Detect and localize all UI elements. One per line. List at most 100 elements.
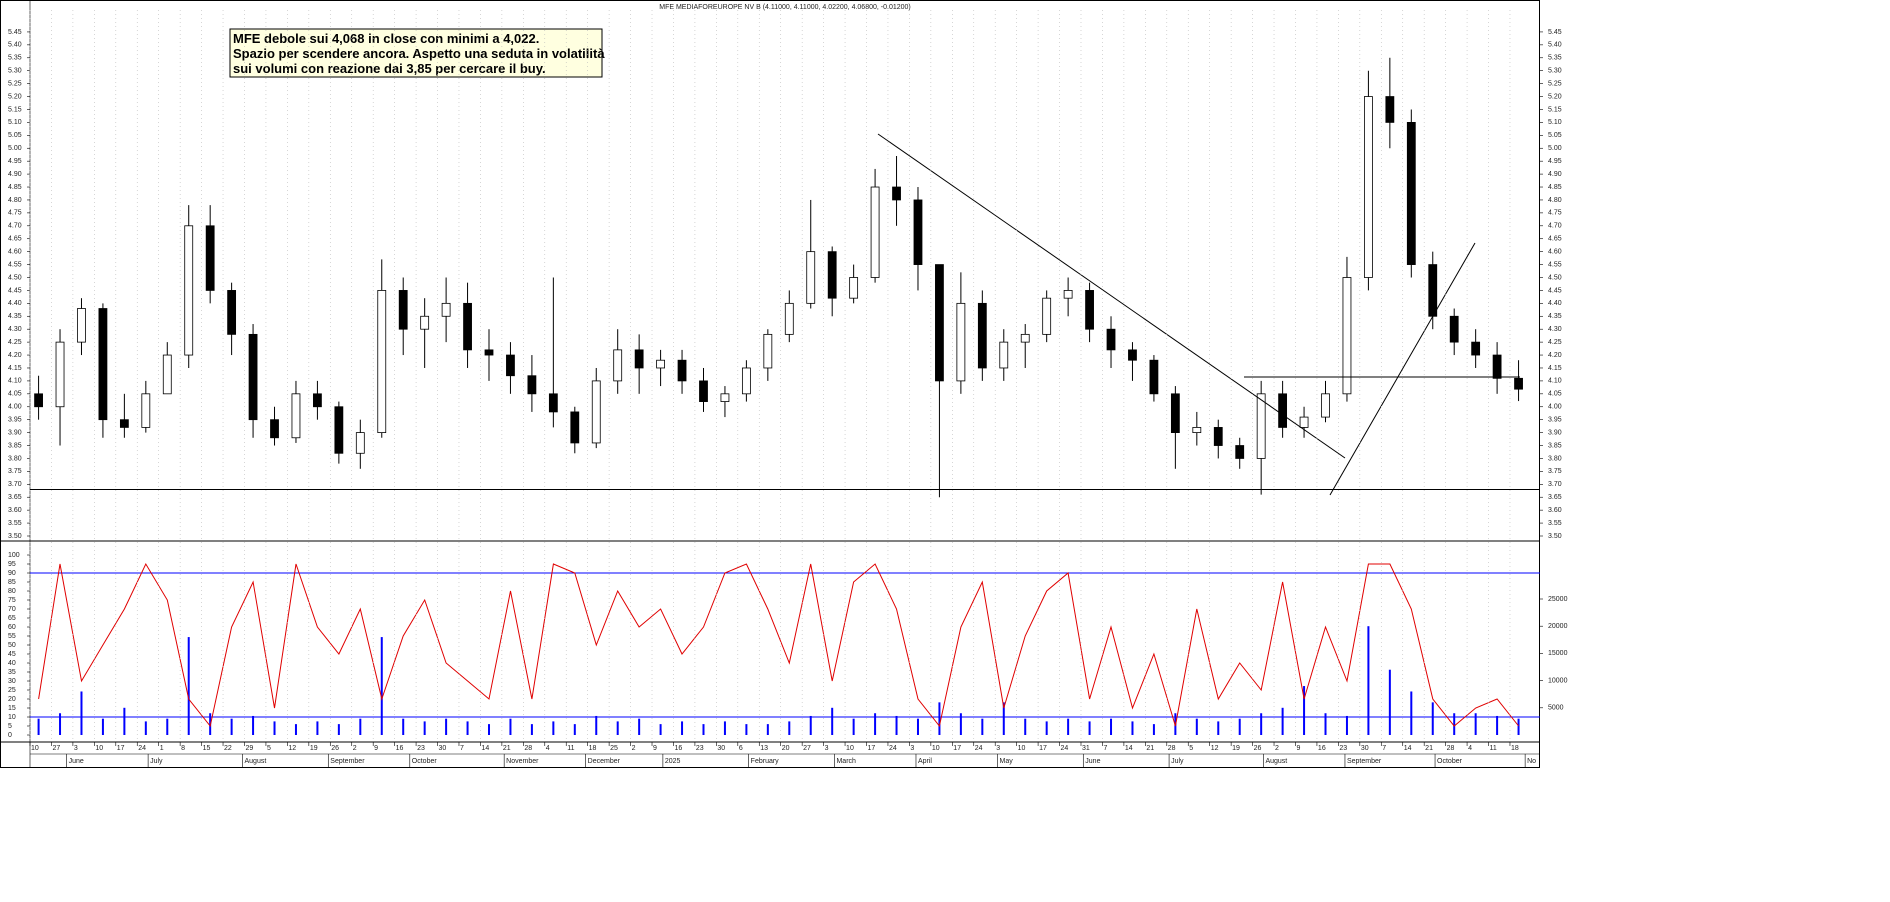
candle-body	[763, 333, 773, 369]
y-tick-label: 3.80	[1548, 455, 1562, 462]
annotation: Spazio per scendere ancora. Aspetto una …	[233, 46, 605, 61]
x-tick-label: 22	[224, 745, 232, 752]
candle-body	[1192, 427, 1202, 433]
x-tick-label: 10	[846, 745, 854, 752]
y-tick-label: 4.60	[8, 248, 22, 255]
volume-bar	[1088, 721, 1091, 735]
x-tick-label: 3	[996, 745, 1000, 752]
month-label: 2025	[665, 758, 681, 765]
candle-body	[227, 290, 237, 335]
x-tick-label: 2	[632, 745, 636, 752]
candle-body	[1299, 416, 1309, 428]
x-tick-label: 12	[288, 745, 296, 752]
y-tick-label: 90	[8, 570, 16, 577]
volume-bar	[1324, 713, 1327, 735]
y-tick-label: 5.35	[8, 55, 22, 62]
volume-bar	[595, 715, 598, 735]
volume-bar	[1260, 713, 1263, 735]
candle-body	[1128, 349, 1137, 361]
y-tick-label: 4.70	[1548, 223, 1562, 230]
y-tick-label: 4.95	[8, 158, 22, 165]
y-tick-label: 4.25	[8, 339, 22, 346]
volume-bar	[1131, 721, 1134, 735]
month-label: July	[150, 758, 163, 765]
volume-bar	[252, 715, 255, 735]
x-tick-label: 10	[31, 745, 39, 752]
x-tick-label: 1	[160, 745, 164, 752]
x-tick-label: 30	[1361, 745, 1369, 752]
candle-body	[420, 315, 430, 330]
volume-bar	[702, 724, 705, 735]
y-tick-label: 4.85	[1548, 184, 1562, 191]
x-tick-label: 4	[546, 745, 550, 752]
candle-body	[1492, 354, 1502, 379]
y-tick-label: 5.00	[1548, 145, 1562, 152]
y-tick-label: 20	[8, 696, 16, 703]
y-tick-label: 4.80	[1548, 197, 1562, 204]
y-tick-label: 65	[8, 615, 16, 622]
x-tick-label: 11	[1490, 745, 1497, 752]
y-tick-label: 4.90	[1548, 171, 1562, 178]
y-tick-label: 5.05	[1548, 132, 1562, 139]
x-tick-label: 8	[181, 745, 185, 752]
x-tick-label: 24	[1061, 745, 1069, 752]
x-tick-label: 21	[1425, 745, 1433, 752]
candle-body	[1085, 290, 1094, 330]
candle-body	[484, 349, 494, 356]
month-label: November	[506, 758, 539, 765]
y-tick-label: 4.20	[8, 352, 22, 359]
candle-body	[1342, 277, 1352, 395]
candle-body	[1063, 290, 1073, 299]
x-tick-label: 29	[245, 745, 253, 752]
candle-body	[613, 349, 623, 382]
x-tick-label: 21	[503, 745, 511, 752]
y-tick-label: 4.15	[8, 365, 22, 372]
y-tick-label: 5.35	[1548, 55, 1562, 62]
y-tick-label: 5	[8, 723, 12, 730]
candle-body	[1385, 96, 1395, 123]
y-tick-label: 5.15	[1548, 106, 1562, 113]
volume-bar	[488, 724, 491, 735]
volume-bar	[1303, 686, 1306, 735]
y-tick-label: 4.85	[8, 184, 22, 191]
y-tick-label: 5.10	[1548, 119, 1562, 126]
candle-body	[784, 302, 794, 335]
x-tick-label: 28	[1168, 745, 1176, 752]
y-tick-label: 70	[8, 606, 16, 613]
month-label: March	[836, 758, 856, 765]
volume-bar	[187, 637, 190, 735]
y-tick-label: 5.45	[8, 29, 22, 36]
y-tick-label: 3.65	[8, 494, 22, 501]
volume-bar	[273, 721, 276, 735]
candle-body	[205, 225, 215, 291]
y-tick-label: 55	[8, 633, 16, 640]
volume-bar	[230, 718, 233, 735]
y-tick-label: 4.30	[1548, 326, 1562, 333]
plot: 0 5 10 15 20 25 30 35 40 45 50 55 60 65 70 75 80 85 90 95 10…	[8, 552, 1568, 739]
x-tick-label: 30	[717, 745, 725, 752]
frame	[0, 0, 1540, 768]
candle-body	[527, 375, 537, 395]
x-tick-label: 6	[739, 745, 743, 752]
month-label: May	[999, 758, 1013, 765]
y-tick-label: 5.00	[8, 145, 22, 152]
candle-body	[313, 393, 322, 408]
volume-bar	[80, 691, 83, 735]
x-tick-label: 3	[825, 745, 829, 752]
volume-bar	[916, 718, 919, 735]
x-tick-label: 17	[868, 745, 876, 752]
x-tick-label: 14	[1404, 745, 1412, 752]
x-tick-label: 21	[1146, 745, 1154, 752]
volume-bar	[1388, 669, 1391, 735]
y-tick-label: 3.90	[8, 429, 22, 436]
y-tick-label: 4.50	[1548, 274, 1562, 281]
volume-bar	[1002, 702, 1005, 735]
candle-body	[548, 393, 558, 413]
annotation-box	[229, 28, 603, 78]
candle-body	[956, 302, 966, 382]
x-tick-label: 24	[975, 745, 983, 752]
x-tick-label: 26	[1254, 745, 1262, 752]
volume-bar	[337, 724, 340, 735]
chart-title: MFE MEDIAFOREUROPE NV B (4.11000, 4.1100…	[659, 4, 910, 11]
y-tick-label: 4.10	[8, 378, 22, 385]
